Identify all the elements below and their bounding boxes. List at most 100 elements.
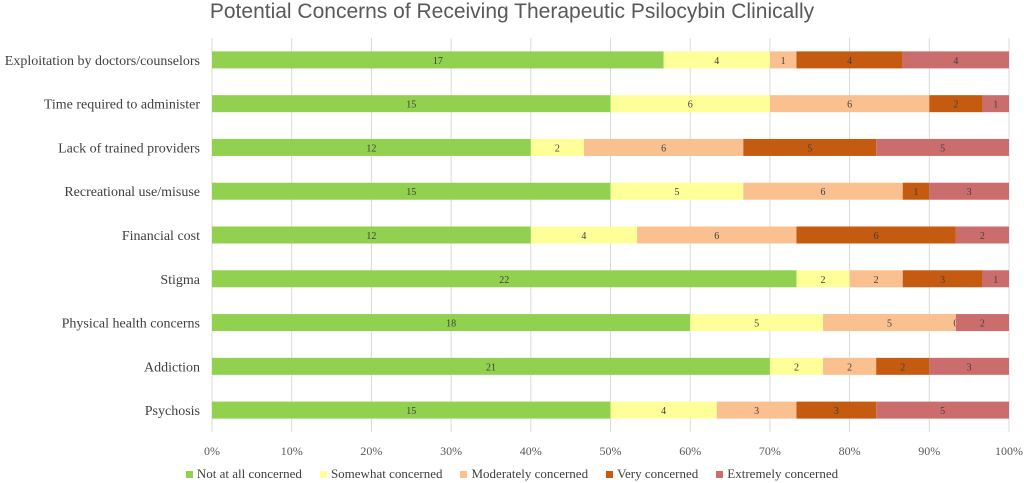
bar-segment — [212, 226, 531, 244]
data-label: 18 — [446, 319, 456, 330]
bar-segment — [530, 138, 584, 156]
bar-segment — [583, 138, 744, 156]
bar-segment — [743, 138, 877, 156]
bar-segment — [769, 357, 824, 375]
category-label: Psychosis — [145, 404, 200, 419]
data-label: 22 — [499, 275, 509, 286]
bar-segment — [212, 95, 611, 113]
legend-item: Moderately concerned — [460, 466, 588, 482]
data-label: 2 — [980, 231, 985, 242]
bar-segment — [212, 182, 611, 200]
bar-segment — [690, 314, 824, 332]
legend-label: Moderately concerned — [471, 466, 589, 481]
data-label: 6 — [714, 231, 719, 242]
data-label: 2 — [847, 362, 852, 373]
category-label: Time required to administer — [44, 98, 201, 113]
data-label: 15 — [406, 100, 416, 111]
legend-item: Somewhat concerned — [319, 466, 443, 482]
bar-segment — [955, 314, 1009, 332]
x-tick-label: 100% — [995, 444, 1023, 458]
data-label: 5 — [940, 143, 945, 154]
legend-swatch — [319, 470, 327, 478]
x-tick-label: 50% — [600, 444, 622, 458]
data-label: 4 — [714, 56, 719, 67]
legend-item: Not at all concerned — [185, 466, 302, 482]
data-label: 4 — [847, 56, 852, 67]
x-tick-label: 10% — [281, 444, 303, 458]
data-label: 5 — [887, 319, 892, 330]
data-label: 3 — [967, 362, 972, 373]
bar-segment — [610, 182, 744, 200]
data-label: 3 — [754, 406, 759, 417]
bar-segment — [849, 270, 903, 288]
x-tick-label: 90% — [918, 444, 940, 458]
bar-segment — [929, 182, 1009, 200]
bar-segment — [610, 401, 717, 419]
bar-segment — [796, 51, 903, 69]
bar-segment — [530, 226, 638, 244]
data-label: 3 — [834, 406, 839, 417]
bar-segment — [929, 95, 983, 113]
x-tick-label: 30% — [440, 444, 462, 458]
legend-label: Somewhat concerned — [330, 466, 443, 481]
bar-segment — [876, 357, 930, 375]
data-label: 12 — [366, 143, 376, 154]
bar-segment — [823, 357, 877, 375]
bar-segment — [212, 357, 770, 375]
legend-swatch — [606, 470, 614, 478]
data-label: 1 — [781, 56, 786, 67]
data-label: 2 — [555, 143, 560, 154]
data-label: 5 — [754, 319, 759, 330]
data-label: 4 — [581, 231, 586, 242]
category-label: Exploitation by doctors/counselors — [5, 54, 200, 69]
bar-segment — [212, 138, 531, 156]
bar-segment — [610, 95, 770, 113]
bar-segment — [982, 95, 1009, 113]
bar-segment — [716, 401, 797, 419]
bar-segment — [212, 270, 797, 288]
bar-segment — [796, 226, 956, 244]
data-label: 2 — [821, 275, 826, 286]
data-label: 2 — [980, 319, 985, 330]
x-tick-label: 0% — [204, 444, 220, 458]
bar-segment — [769, 51, 797, 69]
data-label: 4 — [661, 406, 666, 417]
bar-segment — [743, 182, 903, 200]
category-label: Physical health concerns — [62, 317, 200, 332]
legend-label: Extremely concerned — [727, 466, 839, 481]
data-label: 15 — [406, 406, 416, 417]
data-label: 6 — [688, 100, 693, 111]
x-tick-label: 40% — [520, 444, 542, 458]
data-label: 4 — [953, 56, 958, 67]
data-label: 17 — [433, 56, 443, 67]
data-label: 6 — [661, 143, 666, 154]
bar-segment — [982, 270, 1009, 288]
legend-swatch — [185, 470, 193, 478]
data-label: 1 — [993, 275, 998, 286]
legend-item: Very concerned — [606, 466, 698, 482]
x-tick-label: 80% — [839, 444, 861, 458]
bar-segment — [796, 401, 877, 419]
chart-title: Potential Concerns of Receiving Therapeu… — [209, 0, 815, 23]
data-label: 2 — [900, 362, 905, 373]
data-label: 5 — [940, 406, 945, 417]
category-label: Addiction — [144, 360, 200, 375]
legend-label: Not at all concerned — [196, 466, 302, 481]
data-label: 3 — [967, 187, 972, 198]
bar-segment — [637, 226, 797, 244]
category-label: Recreational use/misuse — [64, 185, 200, 200]
bar-segment — [876, 401, 1009, 419]
bar-segment — [212, 314, 691, 332]
category-label: Financial cost — [122, 229, 200, 244]
data-label: 2 — [794, 362, 799, 373]
data-label: 6 — [847, 100, 852, 111]
bar-segment — [955, 226, 1009, 244]
bar-segment — [902, 51, 1009, 69]
data-label: 5 — [807, 143, 812, 154]
data-label: 1 — [914, 187, 919, 198]
bar-segment — [902, 182, 930, 200]
data-label: 21 — [486, 362, 496, 373]
category-label: Lack of trained providers — [58, 141, 200, 156]
data-label: 15 — [406, 187, 416, 198]
x-tick-label: 60% — [679, 444, 701, 458]
